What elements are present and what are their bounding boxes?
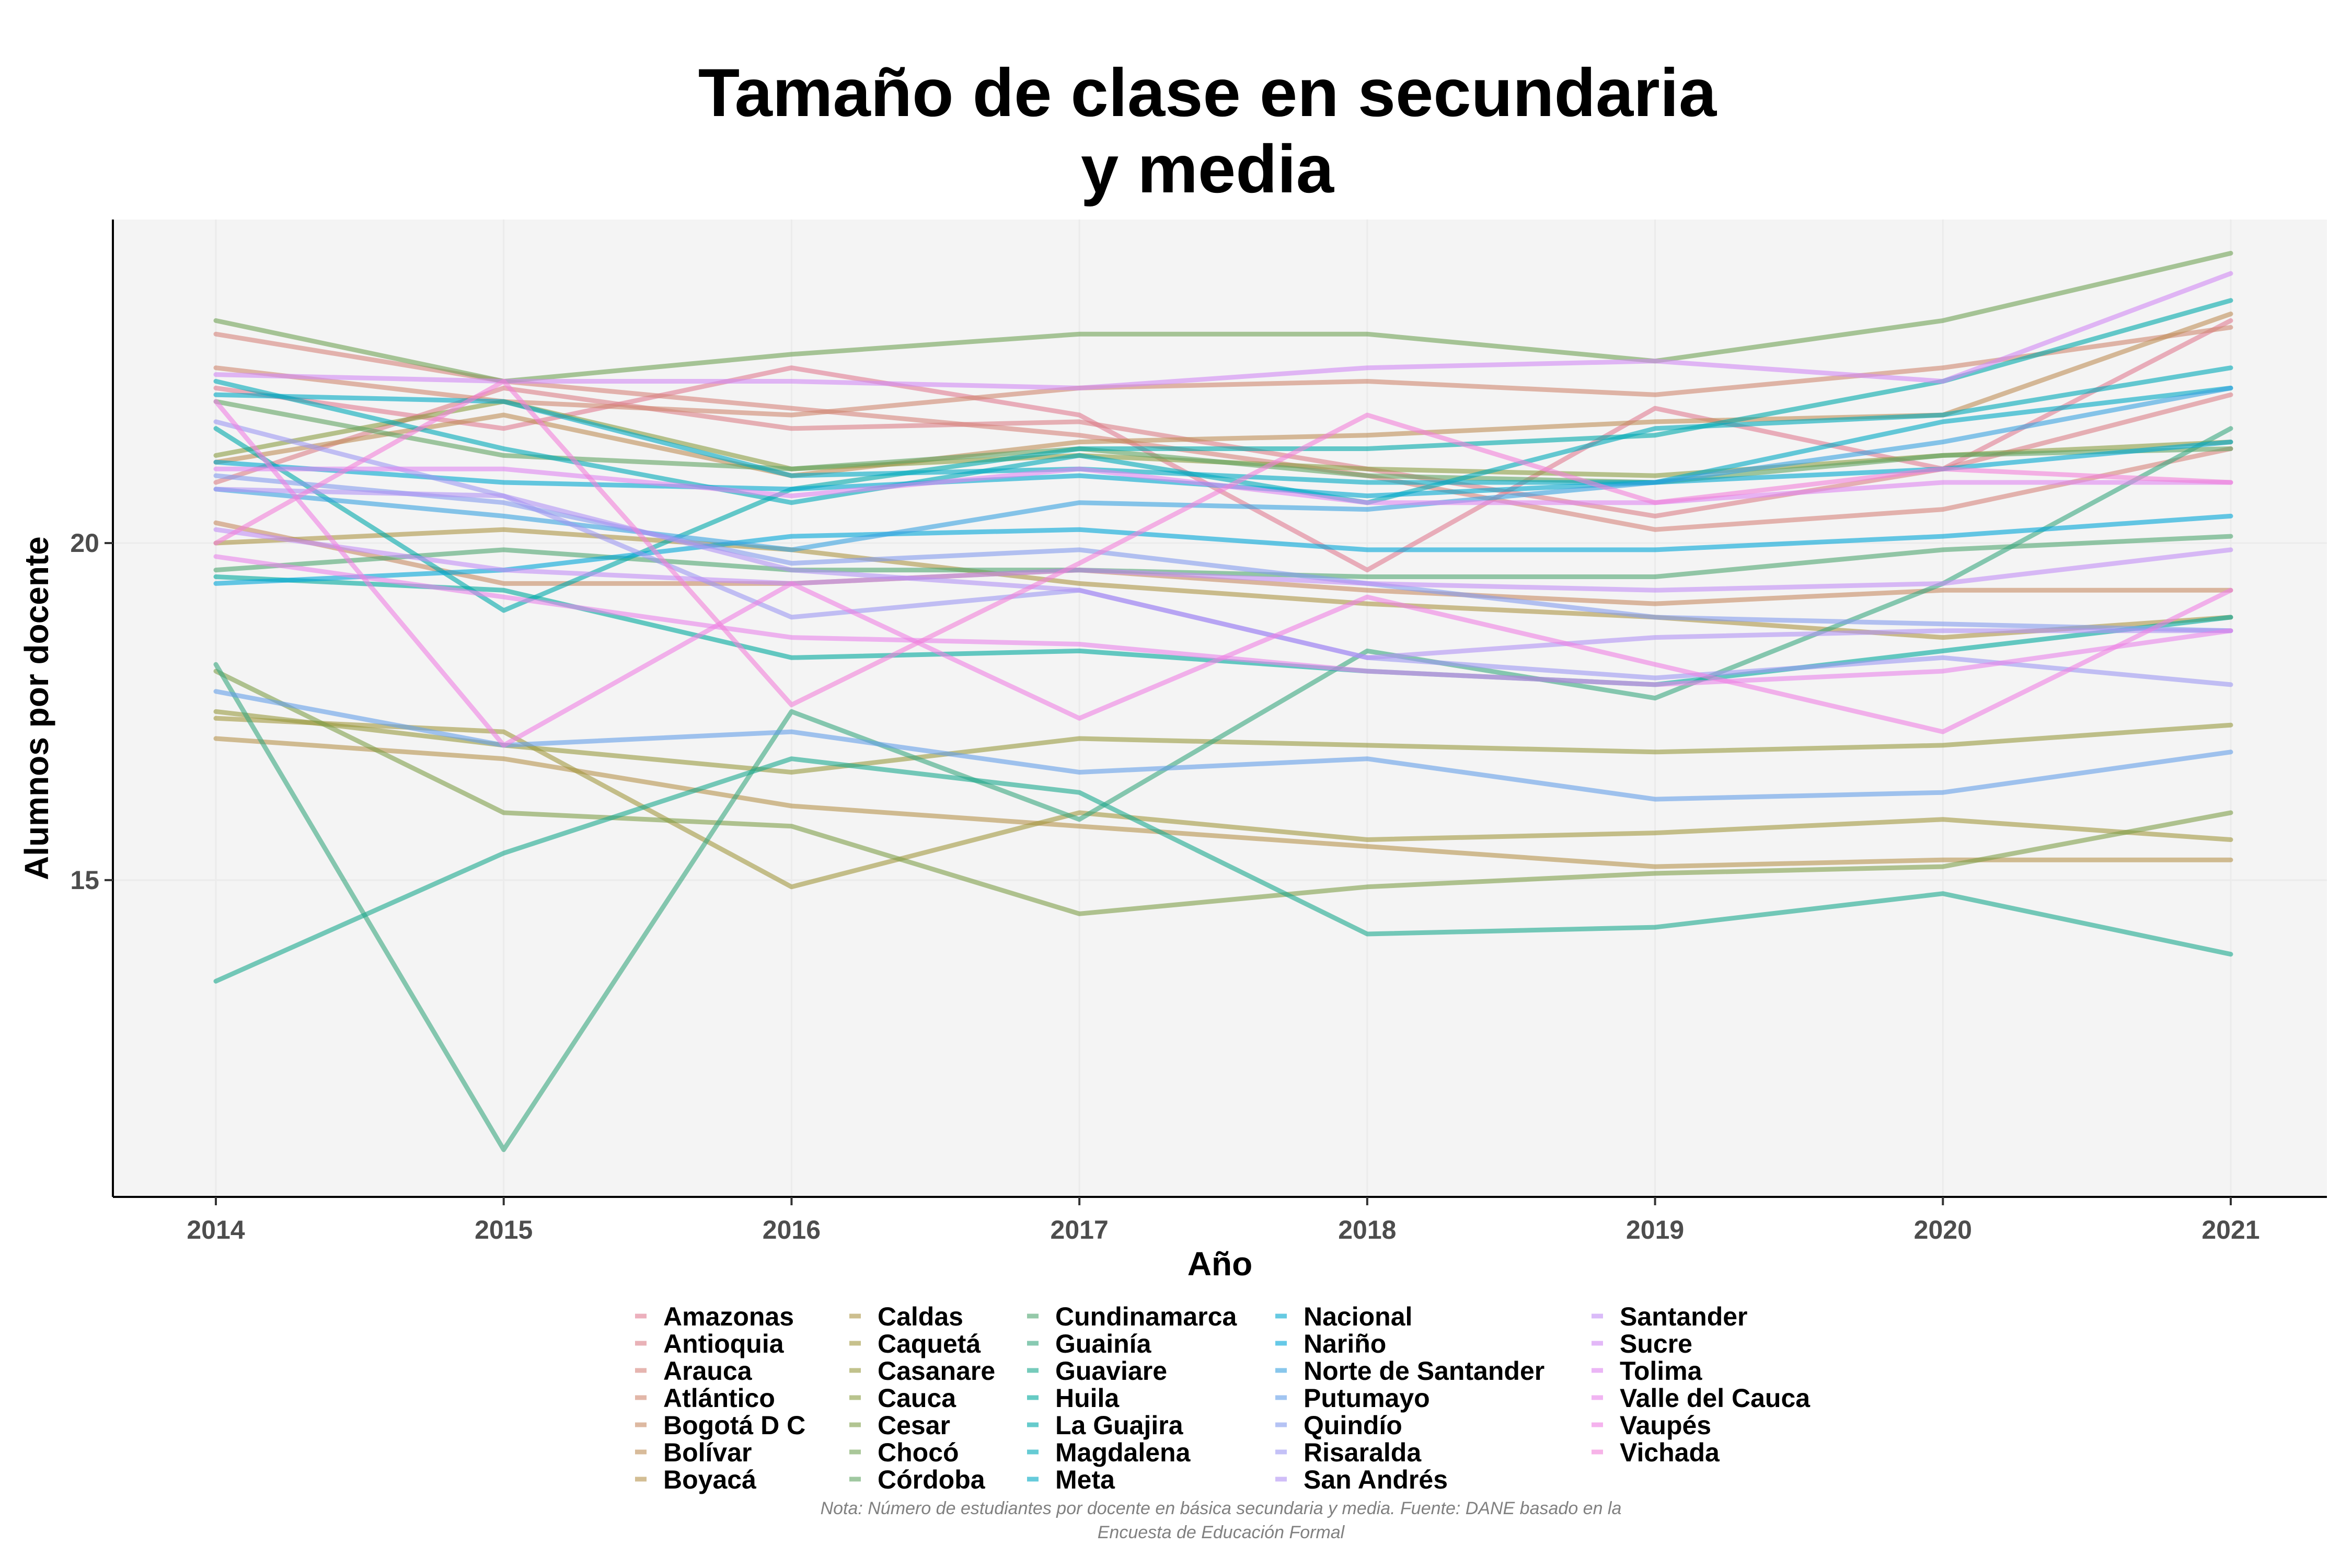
legend-label: Vaupés <box>1620 1411 1711 1440</box>
series-line <box>213 716 2233 890</box>
legend-label: Putumayo <box>1304 1383 1430 1413</box>
legend-label: Meta <box>1055 1465 1115 1494</box>
series-lines <box>213 251 2233 1152</box>
series-line <box>213 756 2233 984</box>
legend-label: Santander <box>1620 1302 1748 1331</box>
legend-label: Nacional <box>1304 1302 1412 1331</box>
legend-label: Casanare <box>878 1356 995 1386</box>
series-line <box>213 365 2233 505</box>
legend-label: Tolima <box>1620 1356 1703 1386</box>
series-line <box>213 251 2233 384</box>
series-line <box>213 513 2233 586</box>
legend-label: Antioquia <box>663 1329 785 1358</box>
series-line <box>213 736 2233 869</box>
series-line <box>213 466 2233 505</box>
legend-label: Valle del Cauca <box>1620 1383 1811 1413</box>
x-axis-title: Año <box>1187 1245 1252 1283</box>
series-line <box>213 520 2233 606</box>
series-line <box>213 527 2233 593</box>
series-line <box>213 426 2233 1152</box>
legend-label: Huila <box>1055 1383 1120 1413</box>
legend-label: Cundinamarca <box>1055 1302 1238 1331</box>
legend-label: Sucre <box>1620 1329 1692 1358</box>
legend-label: Bolívar <box>663 1438 752 1467</box>
x-tick-label: 2019 <box>1626 1215 1684 1244</box>
x-tick-label: 2015 <box>475 1215 533 1244</box>
series-line <box>213 487 2233 660</box>
chart-title-line-1: Tamaño de clase en secundaria <box>698 54 1717 131</box>
legend-label: San Andrés <box>1304 1465 1448 1494</box>
series-line <box>213 379 2233 708</box>
legend-label: Bogotá D C <box>663 1411 805 1440</box>
chart-title-line-2: y media <box>1081 131 1335 207</box>
series-line <box>213 668 2233 916</box>
legend-label: Córdoba <box>878 1465 986 1494</box>
x-tick-label: 2016 <box>763 1215 821 1244</box>
series-line <box>213 271 2233 390</box>
series-line <box>213 689 2233 802</box>
legend-label: Caldas <box>878 1302 963 1331</box>
legend-label: La Guajira <box>1055 1411 1184 1440</box>
x-tick-label: 2017 <box>1051 1215 1109 1244</box>
legend-label: Atlántico <box>663 1383 775 1413</box>
legend-label: Caquetá <box>878 1329 981 1358</box>
series-line <box>213 534 2233 579</box>
legend-label: Quindío <box>1304 1411 1402 1440</box>
legend-label: Magdalena <box>1055 1438 1191 1467</box>
series-line <box>213 298 2233 613</box>
legend-label: Amazonas <box>663 1302 794 1331</box>
series-line <box>213 325 2233 418</box>
y-tick-label: 20 <box>70 528 99 558</box>
x-tick-label: 2020 <box>1914 1215 1972 1244</box>
x-tick-label: 2021 <box>2201 1215 2259 1244</box>
legend-label: Guainía <box>1055 1329 1152 1358</box>
note-line-2: Encuesta de Educación Formal <box>1098 1523 1345 1542</box>
y-axis-title: Alumnos por docente <box>18 536 55 880</box>
legend-label: Chocó <box>878 1438 959 1467</box>
legend-label: Cauca <box>878 1383 956 1413</box>
series-line <box>213 709 2233 775</box>
series-line <box>213 385 2233 485</box>
x-tick-label: 2018 <box>1338 1215 1396 1244</box>
series-line <box>213 385 2233 552</box>
legend-label: Guaviare <box>1055 1356 1167 1386</box>
legend-label: Boyacá <box>663 1465 756 1494</box>
legend-label: Arauca <box>663 1356 753 1386</box>
x-tick-label: 2014 <box>187 1215 245 1244</box>
series-line <box>213 473 2233 633</box>
series-line <box>213 331 2233 532</box>
legend-label: Cesar <box>878 1411 950 1440</box>
legend-label: Nariño <box>1304 1329 1386 1358</box>
y-tick-label: 15 <box>70 866 99 895</box>
legend-label: Vichada <box>1620 1438 1720 1467</box>
x-ticks: 2014 2015 2016 2017 2018 2019 2020 2021 <box>187 1197 2260 1244</box>
legend-label: Risaralda <box>1304 1438 1422 1467</box>
series-line <box>213 399 2233 748</box>
note-line-1: Nota: Número de estudiantes por docente … <box>821 1498 1622 1518</box>
legend-label: Norte de Santander <box>1304 1356 1544 1386</box>
